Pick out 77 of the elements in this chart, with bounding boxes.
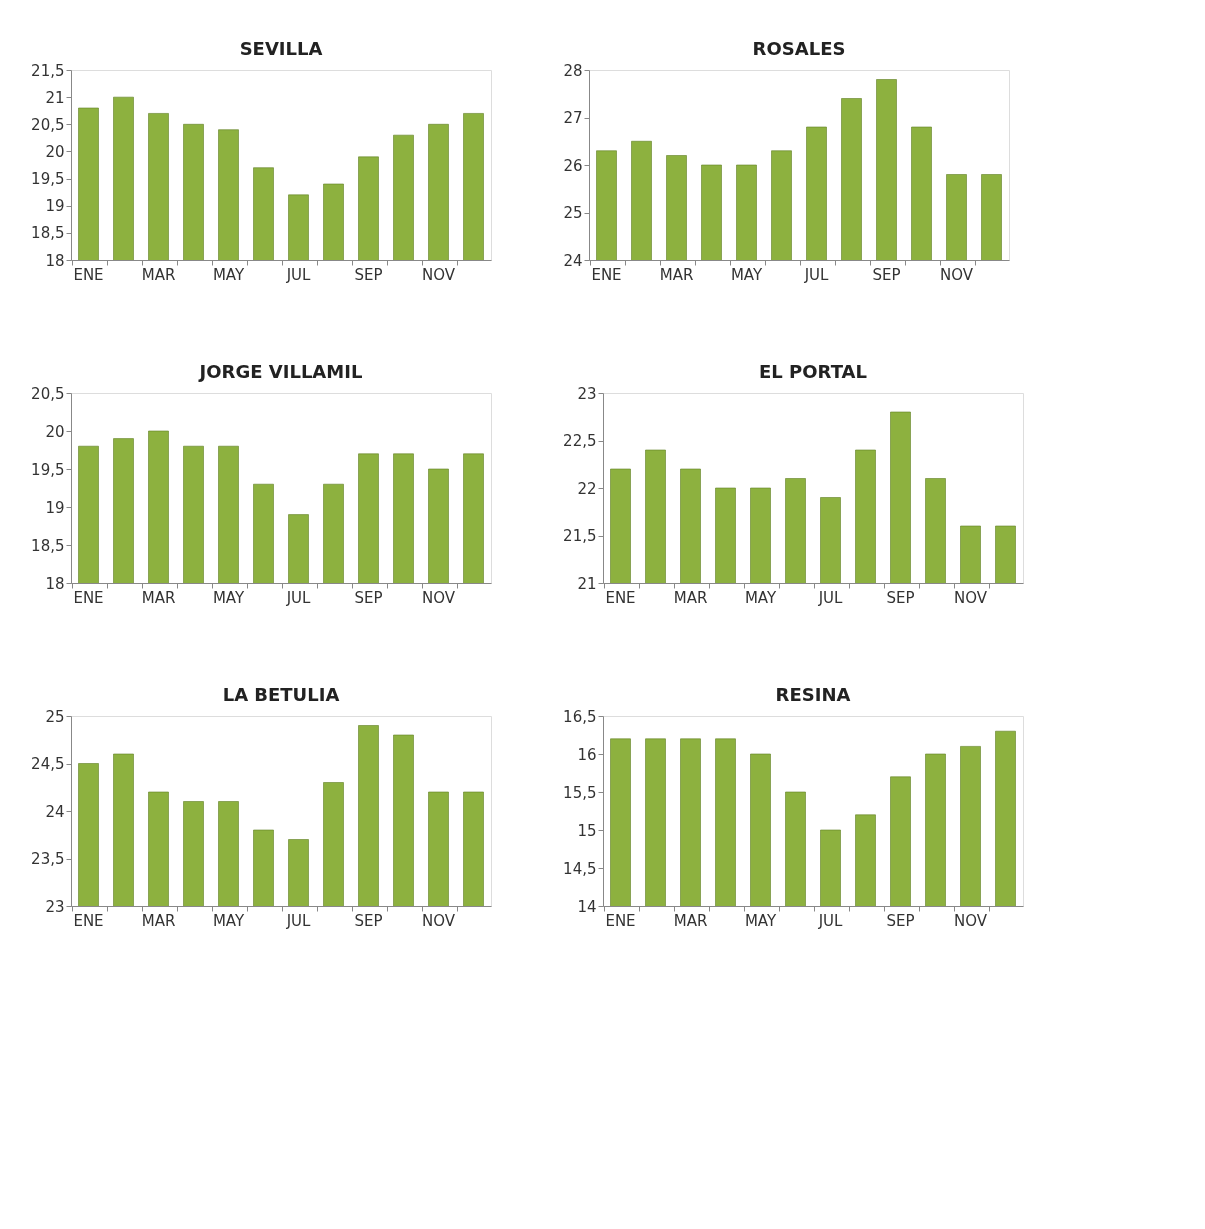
- y-tick-label: 25: [563, 204, 583, 222]
- chart-title: RESINA: [775, 684, 851, 705]
- x-tick-label: JUL: [285, 911, 312, 930]
- y-tick-label: 22: [577, 479, 597, 498]
- x-tick-label: JUL: [803, 265, 830, 284]
- y-tick-label: 19,5: [31, 460, 65, 479]
- x-tick-label: ENE: [591, 265, 622, 284]
- y-tick-label: 20: [45, 422, 65, 441]
- x-tick-label: NOV: [953, 588, 988, 607]
- x-tick-label: MAY: [212, 588, 245, 607]
- y-tick-label: 19: [45, 498, 65, 517]
- x-tick-label: MAR: [673, 588, 708, 607]
- x-tick-label: MAR: [141, 588, 176, 607]
- chart-title: EL PORTAL: [759, 361, 867, 382]
- x-tick-label: MAR: [659, 265, 694, 284]
- y-tick-label: 24: [45, 802, 65, 821]
- y-tick-label: 18,5: [31, 224, 65, 243]
- x-tick-label: ENE: [605, 588, 636, 607]
- y-tick-label: 23,5: [31, 850, 65, 868]
- chart-title: SEVILLA: [239, 38, 323, 59]
- y-tick-label: 20: [45, 142, 65, 161]
- x-tick-label: ENE: [605, 911, 636, 930]
- x-tick-label: NOV: [953, 911, 988, 930]
- y-tick-label: 16: [577, 745, 597, 764]
- x-tick-label: NOV: [939, 265, 974, 284]
- y-tick-label: 22,5: [563, 432, 597, 450]
- y-tick-label: 15: [577, 821, 597, 840]
- x-tick-label: SEP: [872, 265, 901, 284]
- y-tick-label: 21: [45, 88, 65, 107]
- x-tick-label: SEP: [354, 265, 383, 284]
- y-tick-label: 20,5: [31, 384, 65, 403]
- x-tick-label: MAY: [730, 265, 763, 284]
- y-tick-label: 19,5: [31, 170, 65, 189]
- chart-title: ROSALES: [752, 38, 846, 59]
- y-tick-label: 20,5: [31, 115, 65, 134]
- y-tick-label: 23: [577, 384, 597, 403]
- x-tick-label: JUL: [285, 265, 312, 284]
- y-tick-label: 28: [563, 61, 583, 80]
- x-tick-label: MAR: [141, 911, 176, 930]
- y-tick-label: 21,5: [563, 527, 597, 545]
- x-tick-label: ENE: [73, 588, 104, 607]
- x-tick-label: MAY: [744, 588, 777, 607]
- x-tick-label: ENE: [73, 911, 104, 930]
- y-tick-label: 23: [45, 897, 65, 916]
- y-tick-label: 18: [45, 251, 65, 270]
- y-tick-label: 24,5: [31, 755, 65, 773]
- y-tick-label: 16,5: [563, 707, 597, 726]
- x-tick-label: NOV: [421, 265, 456, 284]
- x-tick-label: MAY: [212, 911, 245, 930]
- y-tick-label: 18,5: [31, 536, 65, 555]
- x-tick-label: SEP: [886, 588, 915, 607]
- y-tick-label: 19: [45, 197, 65, 216]
- x-tick-label: NOV: [421, 911, 456, 930]
- x-tick-label: NOV: [421, 588, 456, 607]
- x-tick-label: MAR: [141, 265, 176, 284]
- x-tick-label: JUL: [285, 588, 312, 607]
- x-tick-label: SEP: [886, 911, 915, 930]
- y-tick-label: 26: [563, 156, 583, 175]
- x-tick-label: MAR: [673, 911, 708, 930]
- x-tick-label: JUL: [817, 911, 844, 930]
- x-tick-label: SEP: [354, 588, 383, 607]
- y-tick-label: 15,5: [563, 783, 597, 802]
- x-tick-label: JUL: [817, 588, 844, 607]
- y-tick-label: 25: [45, 707, 65, 726]
- y-tick-label: 24: [563, 251, 583, 270]
- x-tick-label: MAY: [212, 265, 245, 284]
- chart-title: JORGE VILLAMIL: [197, 361, 363, 382]
- chart-title: LA BETULIA: [222, 684, 340, 705]
- y-tick-label: 14: [577, 897, 597, 916]
- y-tick-label: 21: [577, 574, 597, 593]
- y-tick-label: 27: [563, 109, 583, 127]
- y-tick-label: 18: [45, 574, 65, 593]
- y-tick-label: 14,5: [563, 859, 597, 878]
- x-tick-label: MAY: [744, 911, 777, 930]
- y-tick-label: 21,5: [31, 61, 65, 80]
- x-tick-label: SEP: [354, 911, 383, 930]
- x-tick-label: ENE: [73, 265, 104, 284]
